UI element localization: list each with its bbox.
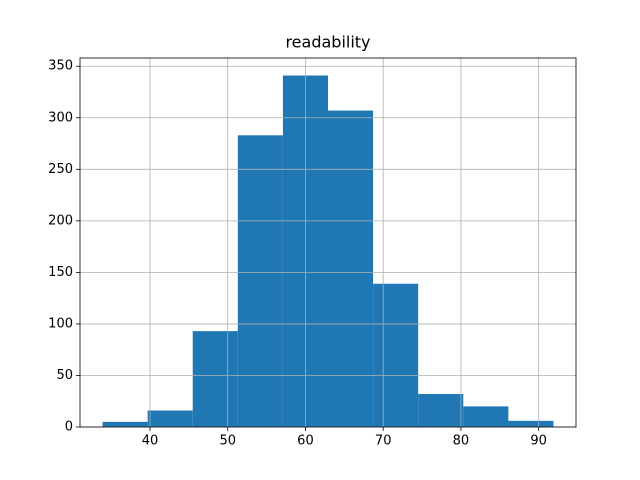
bar	[463, 406, 509, 427]
plot-frame	[79, 57, 577, 428]
y-tick-label: 50	[56, 368, 73, 383]
chart-title: readability	[285, 33, 370, 52]
y-tick-label: 100	[48, 316, 73, 331]
x-tick-label: 40	[142, 434, 159, 449]
bar	[328, 110, 374, 427]
bar	[373, 283, 419, 427]
x-tick-label: 60	[297, 434, 314, 449]
bar	[102, 421, 148, 427]
bar	[418, 394, 464, 427]
bar	[508, 420, 554, 427]
x-tick-label: 70	[375, 434, 392, 449]
x-tick-label: 90	[530, 434, 547, 449]
y-tick-label: 0	[65, 420, 73, 435]
y-tick-label: 350	[48, 59, 73, 74]
y-tick-label: 200	[48, 213, 73, 228]
y-tick-label: 150	[48, 265, 73, 280]
x-tick-label: 50	[219, 434, 236, 449]
bar	[237, 135, 283, 427]
x-tick-label: 80	[453, 434, 470, 449]
y-tick-label: 250	[48, 162, 73, 177]
y-tick-label: 300	[48, 110, 73, 125]
bar	[147, 410, 193, 427]
bar	[192, 331, 238, 427]
